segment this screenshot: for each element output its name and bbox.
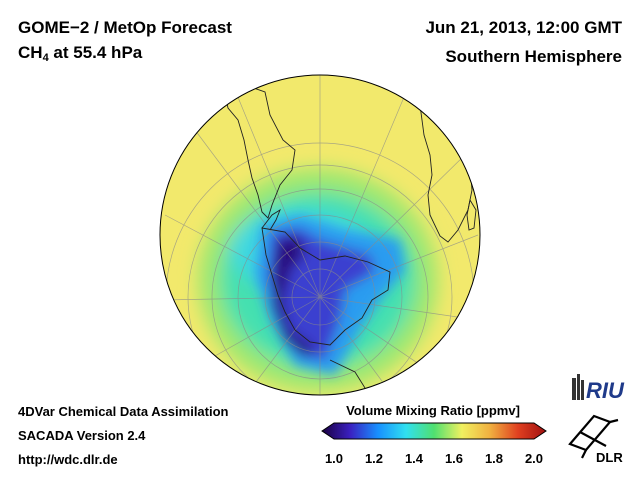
version-label: SACADA Version 2.4 [18,428,146,443]
hemisphere-label: Southern Hemisphere [445,47,622,66]
meridian-lines [161,75,479,395]
colorbar: 1.0 1.2 1.4 1.6 1.8 2.0 [321,422,547,466]
riu-logo-text: RIU [586,378,625,403]
colorbar-tick-label: 1.4 [405,451,424,466]
globe-rim [159,74,481,396]
species-level: at 55.4 hPa [48,43,143,62]
madagascar-outline [466,198,477,231]
colorbar-tick-label: 1.6 [445,451,463,466]
colorbar-bar [321,422,547,440]
colorbar-tick-label: 1.2 [365,451,383,466]
dlr-logo: DLR [568,414,623,465]
forecast-date: Jun 21, 2013, 12:00 GMT [425,18,622,37]
field-low-violet [272,236,315,358]
colorbar-tick-label: 1.0 [325,451,343,466]
riu-logo: RIU [572,374,625,403]
australia-edge-outline [329,359,366,389]
species-subscript: 4 [42,52,49,64]
species-label: CH4 at 55.4 hPa [18,43,142,64]
method-label: 4DVar Chemical Data Assimilation [18,404,229,419]
map-title: GOME−2 / MetOp Forecast [18,18,232,37]
antarctic-peninsula-outline [261,208,281,231]
colorbar-tick-label: 1.8 [485,451,503,466]
colorbar-title: Volume Mixing Ratio [ppmv] [346,403,520,418]
dlr-logo-text: DLR [596,450,623,465]
antarctica-outline [261,227,391,346]
species-main: CH [18,43,43,62]
south-america-outline [224,84,296,219]
colorbar-tick-label: 2.0 [525,451,543,466]
source-url[interactable]: http://wdc.dlr.de [18,452,118,467]
